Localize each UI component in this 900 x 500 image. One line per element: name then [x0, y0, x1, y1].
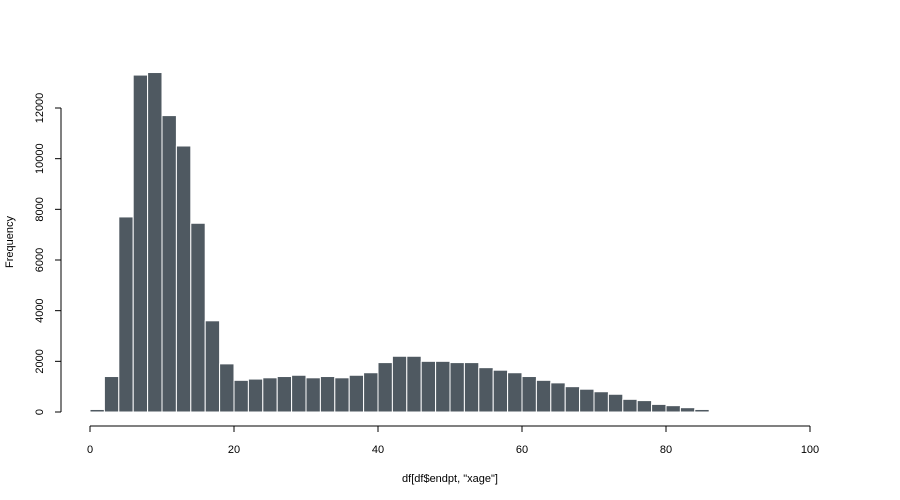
x-tick-label: 100: [801, 444, 819, 456]
histogram-bar: [118, 216, 134, 413]
y-tick-label: 0: [34, 409, 46, 415]
histogram-bar: [247, 378, 264, 413]
histogram-bar: [636, 400, 653, 413]
y-tick-label: 8000: [34, 197, 46, 221]
x-tick-label: 40: [372, 444, 384, 456]
y-tick-label: 6000: [34, 248, 46, 272]
histogram-bar: [319, 376, 336, 413]
histogram-bar: [694, 408, 710, 413]
histogram-bar: [579, 388, 595, 413]
histogram-bar: [435, 360, 451, 413]
y-axis-ticks: 0 2000 4000 6000 8000 10000 12000: [34, 93, 61, 415]
histogram-bar: [219, 363, 235, 413]
x-tick-label: 20: [228, 444, 240, 456]
y-axis-title: Frequency: [4, 216, 16, 268]
bars-group: [89, 72, 710, 413]
histogram-bar: [665, 405, 681, 413]
histogram-bar: [478, 367, 494, 413]
y-tick-label: 12000: [34, 93, 46, 124]
y-tick-label: 2000: [34, 349, 46, 373]
histogram-bar: [89, 408, 105, 413]
histogram-bar: [507, 372, 523, 413]
histogram-bar: [521, 376, 537, 413]
histogram-bar: [492, 369, 509, 413]
histogram-bar: [420, 360, 437, 413]
histogram-bar: [348, 374, 365, 413]
histogram-bar: [377, 362, 393, 413]
y-tick-label: 4000: [34, 298, 46, 322]
histogram-bar: [463, 362, 480, 413]
histogram-bar: [607, 393, 624, 413]
histogram-bar: [276, 376, 293, 413]
x-axis-title: df[df$endpt, "xage"]: [402, 473, 498, 485]
histogram-bar: [334, 377, 350, 413]
histogram-bar: [204, 320, 221, 413]
histogram-bar: [161, 115, 177, 413]
histogram-bar: [190, 222, 206, 413]
histogram-bar: [679, 407, 696, 413]
histogram-bar: [175, 145, 192, 413]
y-tick-label: 10000: [34, 143, 46, 174]
histogram-bar: [391, 355, 408, 413]
x-axis-ticks: 0 20 40 60 80 100: [87, 426, 819, 456]
histogram-bar: [535, 379, 552, 413]
histogram-bar: [449, 362, 465, 413]
histogram-bar: [593, 391, 609, 413]
histogram-bar: [262, 377, 278, 413]
histogram-bar: [406, 355, 422, 413]
histogram-bar: [103, 376, 120, 413]
histogram-bar: [564, 386, 581, 413]
histogram-bar: [363, 372, 379, 413]
x-tick-label: 80: [660, 444, 672, 456]
histogram-bar: [291, 374, 307, 413]
histogram-bar: [147, 72, 163, 413]
histogram-bar: [550, 382, 566, 413]
histogram-bar: [132, 74, 149, 413]
histogram-bar: [305, 377, 321, 413]
x-tick-label: 0: [87, 444, 93, 456]
x-tick-label: 60: [516, 444, 528, 456]
histogram-bar: [622, 398, 638, 413]
histogram-bar: [233, 379, 249, 413]
histogram-bar: [651, 403, 667, 413]
